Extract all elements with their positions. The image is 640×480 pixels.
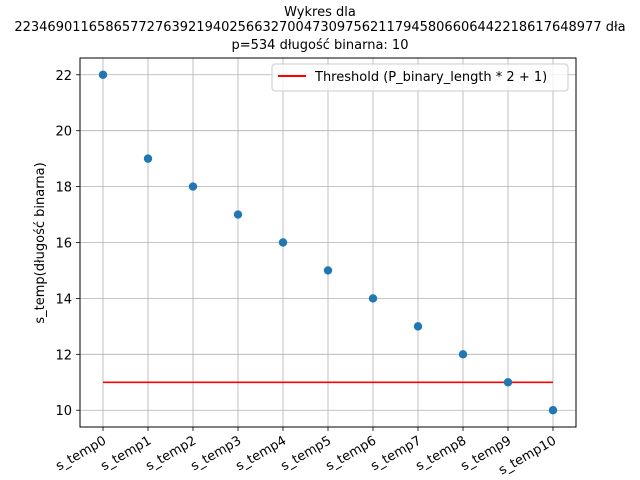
data-point-s_temp8 — [458, 350, 468, 359]
title-line-2: 2234690116586577276392194025663270047309… — [14, 20, 625, 35]
x-tick-label: s_temp1 — [98, 433, 154, 474]
y-tick-label: 14 — [55, 292, 72, 307]
y-tick-label: 10 — [55, 404, 72, 419]
data-point-s_temp4 — [278, 238, 288, 247]
y-axis-label: s_temp(długość binarna) — [33, 162, 48, 323]
grid — [80, 58, 576, 427]
data-point-s_temp10 — [548, 406, 558, 415]
x-tick-label: s_temp0 — [53, 433, 109, 474]
x-tick-label: s_temp2 — [143, 433, 199, 474]
title-line-3: p=534 długość binarna: 10 — [232, 38, 409, 53]
data-point-s_temp6 — [368, 294, 378, 303]
x-tick-label: s_temp8 — [413, 433, 469, 474]
y-tick-label: 22 — [55, 69, 72, 84]
y-tick-label: 20 — [55, 125, 72, 140]
title-line-1: Wykres dla — [284, 5, 356, 20]
data-point-s_temp3 — [233, 210, 243, 219]
y-tick-label: 12 — [55, 348, 72, 363]
y-tick-label: 16 — [55, 237, 72, 252]
x-axis-ticks: s_temp0s_temp1s_temp2s_temp3s_temp4s_tem… — [53, 427, 559, 478]
legend-frame — [271, 63, 569, 92]
data-point-s_temp5 — [323, 266, 333, 275]
data-point-s_temp0 — [98, 70, 108, 79]
x-tick-label: s_temp4 — [233, 433, 289, 474]
y-tick-label: 18 — [55, 181, 72, 196]
x-tick-label: s_temp5 — [278, 433, 334, 474]
data-point-s_temp2 — [188, 182, 198, 191]
y-axis-ticks: 10 12 14 16 18 20 22 — [55, 69, 80, 419]
x-tick-label: s_temp7 — [368, 433, 424, 474]
data-point-s_temp1 — [143, 154, 153, 163]
legend: Threshold (P_binary_length * 2 + 1) — [271, 63, 569, 92]
legend-label-threshold: Threshold (P_binary_length * 2 + 1) — [314, 70, 547, 85]
data-points — [98, 70, 558, 415]
x-tick-label: s_temp6 — [323, 433, 379, 474]
data-point-s_temp9 — [503, 378, 513, 387]
data-point-s_temp7 — [413, 322, 423, 331]
x-tick-label: s_temp3 — [188, 433, 244, 474]
chart-title: Wykres dla 22346901165865772763921940256… — [14, 5, 625, 53]
